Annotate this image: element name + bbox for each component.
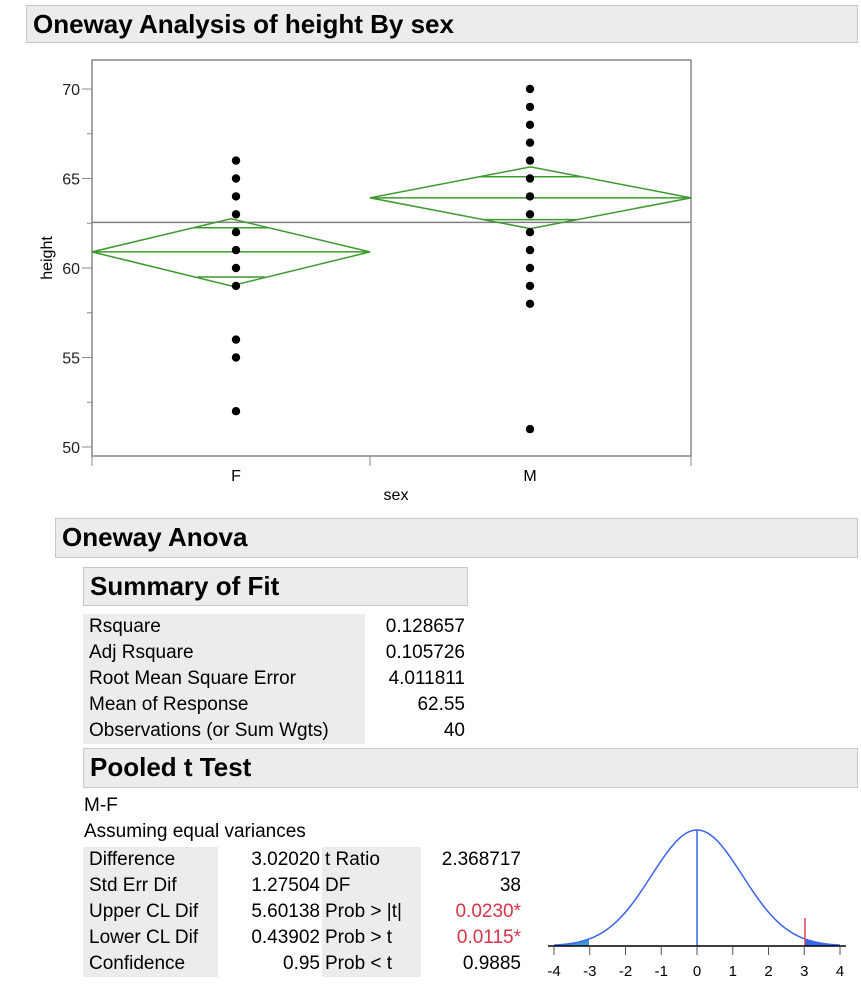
ttest-stat-label: Prob > t xyxy=(322,925,421,951)
data-point xyxy=(525,424,535,434)
data-point xyxy=(525,120,535,129)
ttest-stat-label: t Ratio xyxy=(322,847,421,873)
right-tail-area xyxy=(804,938,840,946)
x-tick-label: F xyxy=(231,468,241,485)
ttest-label: Difference xyxy=(83,847,218,873)
data-point xyxy=(525,299,535,308)
y-axis-label: height xyxy=(39,236,56,280)
data-point xyxy=(231,335,241,344)
summary-row-label: Rsquare xyxy=(83,614,365,640)
data-point xyxy=(231,263,241,273)
dist-x-tick-label: 2 xyxy=(764,963,772,980)
ttest-value: 0.43902 xyxy=(251,927,320,948)
density-curve xyxy=(553,829,841,946)
report-title[interactable]: Oneway Analysis of height By sex xyxy=(26,5,858,43)
data-point xyxy=(525,228,535,237)
y-tick-label: 65 xyxy=(62,172,80,189)
ttest-stat-label: Prob > |t| xyxy=(322,899,421,925)
left-tail-area xyxy=(554,938,590,946)
data-point xyxy=(231,407,241,416)
ttest-label: Lower CL Dif xyxy=(83,925,218,951)
ttest-label: Upper CL Dif xyxy=(83,899,218,925)
assumption-label: Assuming equal variances xyxy=(84,821,306,842)
data-point xyxy=(525,156,535,165)
plot-frame xyxy=(91,59,692,457)
dist-x-tick-label: 3 xyxy=(800,963,808,980)
y-tick-label: 70 xyxy=(62,82,80,99)
ttest-value: 0.95 xyxy=(283,953,320,974)
summary-row-label: Mean of Response xyxy=(83,692,365,718)
pooled-t-test-header[interactable]: Pooled t Test xyxy=(83,748,858,788)
y-tick-label: 50 xyxy=(62,440,80,457)
data-point xyxy=(525,102,535,112)
dist-x-tick-label: 1 xyxy=(729,963,737,980)
y-tick-label: 60 xyxy=(62,261,80,278)
dist-x-tick-label: -4 xyxy=(547,963,560,980)
dist-x-tick-label: -2 xyxy=(619,963,632,980)
data-point xyxy=(525,263,535,273)
ttest-stat-value: 2.368717 xyxy=(441,849,521,870)
summary-row-value: 0.105726 xyxy=(385,642,465,663)
ttest-stat-value: 38 xyxy=(499,875,521,896)
dist-x-tick-label: -1 xyxy=(655,963,668,980)
data-point xyxy=(525,210,535,219)
ttest-value: 1.27504 xyxy=(251,875,320,896)
contrast-label: M-F xyxy=(84,795,118,816)
x-axis-label: sex xyxy=(384,487,409,504)
data-point xyxy=(525,84,535,94)
summary-row-label: Observations (or Sum Wgts) xyxy=(83,718,365,744)
data-point xyxy=(231,281,241,291)
summary-row-value: 62.55 xyxy=(417,694,465,715)
data-point xyxy=(231,174,241,183)
data-point xyxy=(525,245,535,255)
summary-row-value: 0.128657 xyxy=(385,616,465,637)
dist-x-tick-label: 0 xyxy=(693,963,701,980)
dist-x-tick-label: -3 xyxy=(583,963,596,980)
data-point xyxy=(231,156,241,165)
data-point xyxy=(231,192,241,201)
ttest-stat-value: 0.9885 xyxy=(462,953,521,974)
summary-row-label: Adj Rsquare xyxy=(83,640,365,666)
data-point xyxy=(525,281,535,291)
summary-of-fit-header[interactable]: Summary of Fit xyxy=(83,567,468,606)
data-point xyxy=(525,138,535,147)
ttest-label: Std Err Dif xyxy=(83,873,218,899)
oneway-anova-header[interactable]: Oneway Anova xyxy=(55,518,858,558)
data-point xyxy=(231,353,241,362)
ttest-stat-label: Prob < t xyxy=(322,951,421,977)
summary-row-value: 40 xyxy=(443,720,465,741)
y-tick-label: 55 xyxy=(62,351,80,368)
summary-row-label: Root Mean Square Error xyxy=(83,666,365,692)
data-point xyxy=(525,174,535,183)
data-point xyxy=(231,210,241,219)
ttest-stat-value: 0.0115* xyxy=(456,927,521,948)
ttest-value: 5.60138 xyxy=(251,901,320,922)
data-point xyxy=(525,192,535,201)
data-point xyxy=(231,245,241,255)
x-tick-label: M xyxy=(523,468,536,485)
ttest-stat-label: DF xyxy=(322,873,421,899)
ttest-label: Confidence xyxy=(83,951,218,977)
dist-x-tick-label: 4 xyxy=(836,963,844,980)
data-point xyxy=(231,228,241,237)
summary-row-value: 4.011811 xyxy=(388,668,465,689)
ttest-stat-value: 0.0230* xyxy=(455,901,521,922)
ttest-value: 3.02020 xyxy=(251,849,320,870)
